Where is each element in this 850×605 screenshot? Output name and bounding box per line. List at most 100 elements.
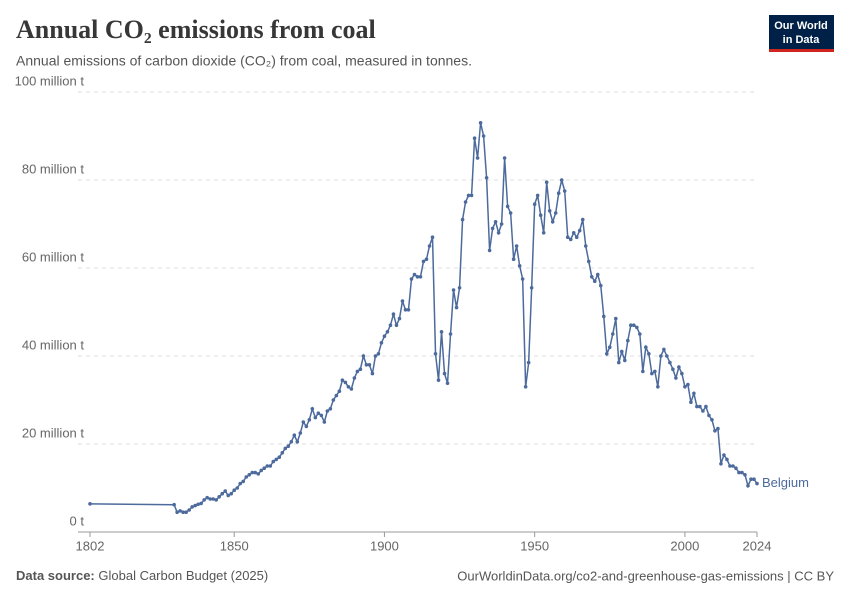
point — [493, 220, 498, 224]
point — [626, 338, 630, 343]
point — [607, 345, 612, 350]
point — [370, 371, 375, 376]
point — [586, 259, 591, 264]
point — [442, 371, 447, 376]
point — [728, 464, 732, 468]
point — [653, 369, 657, 374]
point — [229, 491, 234, 496]
point — [283, 446, 288, 451]
point — [307, 418, 312, 422]
point — [331, 398, 336, 402]
chart-subtitle: Annual emissions of carbon dioxide (CO₂)… — [16, 53, 472, 69]
point — [181, 510, 185, 514]
point — [358, 367, 363, 372]
point — [292, 433, 297, 438]
point — [580, 217, 585, 222]
point — [406, 308, 411, 312]
point — [211, 497, 215, 501]
point — [334, 393, 339, 398]
point — [280, 451, 285, 455]
point — [232, 488, 237, 493]
point — [710, 418, 714, 422]
point — [265, 464, 270, 468]
point — [418, 275, 423, 279]
point — [352, 376, 357, 380]
y-tick-label: 100 million t — [15, 73, 85, 88]
footer-url: OurWorldinData.org/co2-and-greenhouse-ga… — [457, 568, 834, 583]
point — [695, 404, 699, 409]
point — [340, 378, 345, 383]
point — [505, 204, 510, 209]
point — [577, 228, 582, 233]
point — [310, 407, 315, 411]
x-tick-label: 1950 — [520, 538, 549, 553]
point — [322, 420, 327, 424]
point — [316, 411, 321, 416]
point — [568, 237, 573, 242]
point — [451, 288, 456, 292]
point — [641, 369, 645, 374]
point — [244, 475, 249, 479]
point — [193, 503, 197, 508]
point — [448, 332, 453, 336]
point — [172, 502, 176, 507]
y-tick-label: 80 million t — [22, 161, 85, 176]
point — [559, 178, 564, 182]
point — [286, 444, 291, 449]
point — [595, 272, 600, 277]
point — [346, 385, 351, 389]
point — [313, 415, 318, 420]
point — [247, 473, 252, 477]
point — [367, 363, 372, 367]
point — [544, 180, 549, 184]
point — [704, 404, 708, 409]
y-tick-label: 20 million t — [22, 425, 85, 440]
point — [583, 244, 588, 248]
point — [250, 470, 255, 475]
point — [256, 472, 261, 476]
point — [361, 354, 366, 358]
point — [692, 391, 696, 396]
point — [424, 257, 429, 262]
point — [749, 477, 753, 482]
point — [421, 259, 426, 264]
line — [89, 122, 758, 514]
point — [301, 420, 306, 424]
logo-text: Our World — [774, 20, 828, 32]
point — [526, 360, 531, 365]
point — [499, 222, 504, 226]
point — [226, 493, 231, 498]
point — [650, 371, 654, 376]
point — [490, 226, 495, 231]
y-tick-label: 60 million t — [22, 249, 85, 264]
point — [722, 453, 726, 457]
y-tick-label: 40 million t — [22, 337, 85, 352]
point — [520, 277, 525, 281]
point — [268, 464, 273, 468]
point — [511, 257, 516, 262]
point — [680, 371, 684, 376]
point — [178, 509, 182, 513]
point — [719, 462, 723, 466]
point — [755, 481, 759, 486]
point — [214, 498, 218, 502]
point — [430, 235, 435, 239]
point — [616, 360, 621, 365]
point — [385, 330, 390, 334]
point — [235, 486, 240, 490]
point — [734, 466, 738, 471]
point — [457, 286, 462, 290]
point — [289, 440, 294, 444]
point — [619, 349, 624, 354]
point — [502, 156, 507, 160]
point — [238, 481, 243, 486]
point — [88, 502, 92, 506]
point — [328, 407, 333, 411]
point — [175, 510, 179, 514]
chart-title: Annual CO₂ emissions from coal — [16, 15, 376, 44]
series-label: Belgium — [762, 475, 809, 490]
point — [716, 426, 720, 431]
point — [677, 365, 681, 369]
point — [701, 409, 705, 413]
